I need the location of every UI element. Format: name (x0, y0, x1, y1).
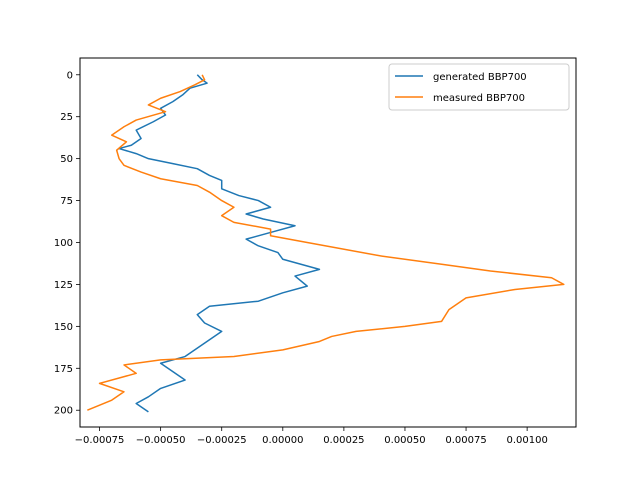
y-tick-label: 75 (60, 196, 73, 207)
legend-label-measured: measured BBP700 (433, 93, 525, 104)
y-tick-label: 150 (54, 322, 73, 333)
y-axis: 0 25 50 75 100 125 150 175 200 (54, 70, 80, 417)
y-tick-label: 25 (60, 112, 73, 123)
y-tick-label: 0 (67, 70, 73, 81)
x-tick-label: 0.00025 (323, 435, 364, 446)
x-tick-label: 0.00100 (506, 435, 547, 446)
series-layer (87, 74, 565, 413)
y-tick-label: 100 (54, 238, 73, 249)
y-tick-label: 200 (54, 406, 73, 417)
x-tick-label: −0.00075 (75, 435, 125, 446)
x-tick-label: −0.00050 (136, 435, 186, 446)
x-tick-label: 0.00050 (384, 435, 425, 446)
legend-box (388, 63, 570, 111)
x-tick-label: 0.00075 (445, 435, 486, 446)
x-tick-label: −0.00025 (197, 435, 247, 446)
y-tick-label: 175 (54, 364, 73, 375)
series-line-generated (118, 74, 321, 413)
y-tick-label: 125 (54, 280, 73, 291)
legend-label-generated: generated BBP700 (433, 72, 527, 83)
x-tick-label: 0.00000 (262, 435, 303, 446)
x-axis: −0.00075 −0.00050 −0.00025 0.00000 0.00025 0.… (75, 427, 548, 446)
y-tick-label: 50 (60, 154, 73, 165)
plot-area (87, 74, 565, 413)
series-line-measured (87, 74, 565, 411)
legend: generated BBP700 measured BBP700 (388, 63, 570, 111)
